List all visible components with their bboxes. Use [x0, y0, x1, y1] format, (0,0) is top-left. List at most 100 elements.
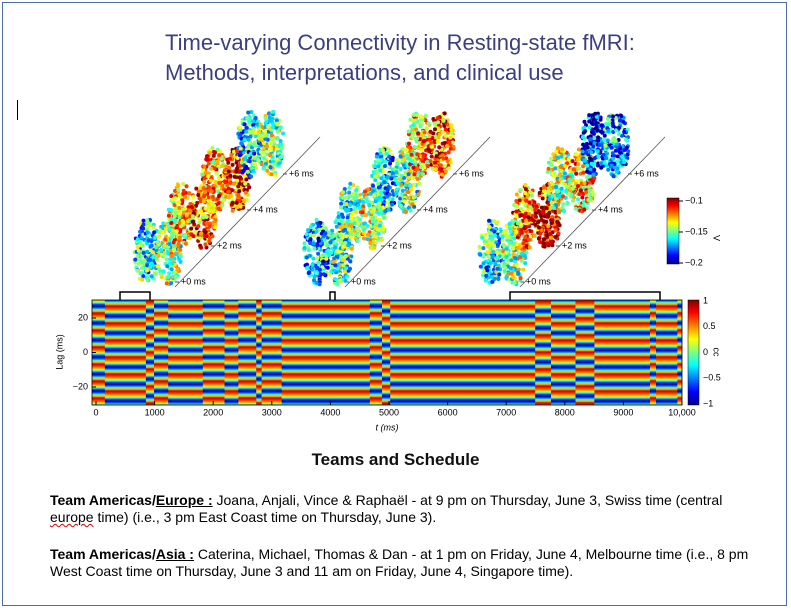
brain-dot	[323, 231, 328, 236]
brain-dot	[548, 235, 553, 240]
brain-dot	[449, 123, 454, 128]
brain-dot	[427, 149, 432, 154]
brain-dot	[578, 188, 583, 193]
brain-dot	[550, 215, 555, 220]
brain-dot	[416, 192, 421, 197]
brain-dot	[318, 272, 323, 277]
brain-dot	[442, 164, 447, 168]
brain-dot	[336, 214, 341, 219]
lag-label: +2 ms	[562, 240, 587, 250]
brain-dot	[266, 129, 271, 134]
brain-dot	[526, 215, 531, 220]
brain-dot	[339, 254, 344, 259]
brain-dot	[199, 209, 203, 214]
brain-dot	[188, 208, 193, 213]
brain-dot	[395, 181, 400, 186]
brain-dot	[576, 157, 581, 162]
brain-dot	[335, 237, 340, 242]
brain-dot	[361, 231, 366, 236]
brain-dot	[423, 113, 428, 118]
brain-dot	[251, 113, 256, 118]
brain-dot	[271, 121, 275, 126]
brain-dot	[205, 157, 210, 162]
brain-dot	[352, 205, 357, 210]
brain-dot	[519, 207, 524, 212]
brain-dot	[348, 202, 353, 207]
brain-dot	[362, 236, 366, 241]
brain-dot	[424, 126, 429, 131]
brain-dot	[432, 121, 437, 126]
brain-dot	[370, 173, 375, 178]
brain-dot	[556, 189, 561, 194]
brain-dot	[243, 181, 248, 186]
brain-dot	[542, 237, 547, 242]
brain-dot	[157, 230, 162, 235]
brain-panel: +0 ms +2 ms +4 ms +6 ms	[132, 109, 321, 288]
brain-dot	[306, 228, 310, 233]
brain-dot	[253, 116, 258, 120]
brain-dot	[207, 221, 212, 226]
brain-dot	[239, 136, 244, 141]
brain-dot	[268, 153, 273, 158]
brain-dot	[588, 137, 593, 142]
brain-dot	[448, 146, 453, 151]
brain-dot	[220, 164, 225, 168]
heatmap-band	[575, 300, 595, 405]
team-label: Team Americas/	[50, 492, 156, 508]
brain-dot	[270, 155, 275, 160]
brain-dot	[349, 246, 354, 251]
brain-dot	[533, 211, 538, 215]
brain-dot	[278, 139, 283, 143]
brain-dot	[352, 221, 357, 226]
brain-dot	[380, 148, 385, 153]
brain-dot	[513, 256, 518, 261]
brain-dot	[381, 169, 386, 173]
heatmap-band	[154, 300, 169, 405]
lag-label: +4 ms	[253, 204, 278, 214]
cc-tick-label: 0.5	[703, 321, 716, 331]
brain-dot	[589, 150, 594, 155]
brain-dot	[376, 204, 381, 209]
brain-dot	[234, 169, 239, 174]
brain-dot	[333, 220, 338, 225]
brain-dot	[266, 111, 271, 116]
brain-dot	[495, 255, 500, 260]
brain-dot	[328, 240, 333, 245]
brain-dot	[408, 187, 413, 192]
brain-dot	[514, 199, 519, 203]
brain-dot	[204, 221, 209, 226]
brain-dot	[304, 255, 309, 260]
brain-dot	[511, 252, 516, 257]
brain-dot	[505, 235, 509, 240]
brain-dot	[484, 239, 488, 244]
brain-dot	[509, 235, 514, 240]
brain-dot	[269, 172, 274, 177]
brain-dot	[243, 190, 248, 195]
brain-dot	[183, 206, 188, 211]
brain-dot	[516, 271, 521, 276]
brain-panel: +0 ms +2 ms +4 ms +6 ms	[302, 111, 491, 288]
brain-dot	[400, 192, 405, 197]
brain-dot	[373, 240, 378, 245]
brain-dot	[584, 150, 589, 155]
brain-dot	[586, 197, 591, 202]
brain-dot	[500, 235, 505, 239]
brain-dot	[176, 187, 181, 192]
brain	[166, 181, 218, 250]
brain-dot	[177, 212, 182, 217]
brain-dot	[577, 192, 582, 197]
brain-dot	[408, 208, 413, 213]
brain-dot	[253, 156, 258, 161]
brain-dot	[592, 136, 597, 141]
brain-dot	[515, 235, 520, 240]
brain-dot	[261, 146, 266, 151]
brain-dot	[576, 197, 580, 202]
brain-dot	[570, 159, 575, 164]
brain-dot	[372, 193, 377, 198]
brain-dot	[374, 234, 379, 239]
y-tick-label: 0	[83, 347, 88, 357]
brain-dot	[517, 198, 522, 203]
brain-dot	[581, 170, 586, 175]
brain-dot	[178, 259, 183, 264]
brain-dot	[625, 152, 630, 157]
